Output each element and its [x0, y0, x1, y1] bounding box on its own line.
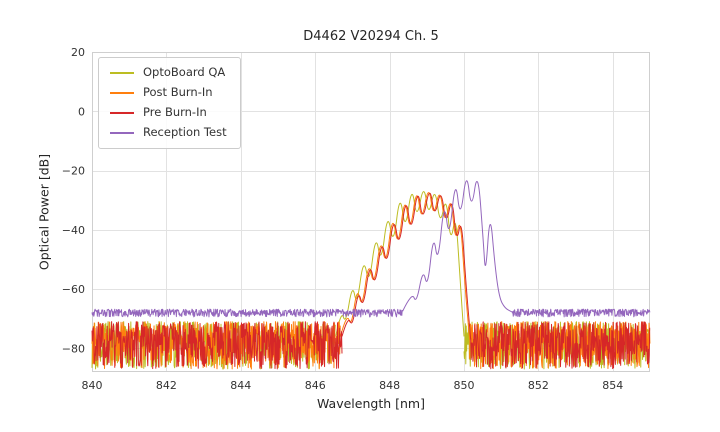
legend-line-swatch-pre-burn-in: [110, 111, 134, 114]
legend-entry-reception-test: Reception Test: [110, 126, 227, 139]
legend-label-optoboard-qa: OptoBoard QA: [143, 65, 226, 79]
legend: OptoBoard QA Post Burn-In Pre Burn-In Re…: [98, 57, 241, 149]
legend-line-swatch-optoboard-qa: [110, 71, 134, 74]
legend-label-pre-burn-in: Pre Burn-In: [143, 105, 207, 119]
legend-entry-optoboard-qa: OptoBoard QA: [110, 66, 227, 79]
chart-title: D4462 V20294 Ch. 5: [303, 29, 439, 44]
legend-label-post-burn-in: Post Burn-In: [143, 85, 213, 99]
legend-line-swatch-reception-test: [110, 131, 134, 134]
x-axis-label: Wavelength [nm]: [317, 396, 425, 411]
legend-entry-post-burn-in: Post Burn-In: [110, 86, 227, 99]
legend-line-swatch-post-burn-in: [110, 91, 134, 94]
legend-entry-pre-burn-in: Pre Burn-In: [110, 106, 227, 119]
legend-label-reception-test: Reception Test: [143, 125, 227, 139]
y-axis-label: Optical Power [dB]: [36, 153, 52, 271]
